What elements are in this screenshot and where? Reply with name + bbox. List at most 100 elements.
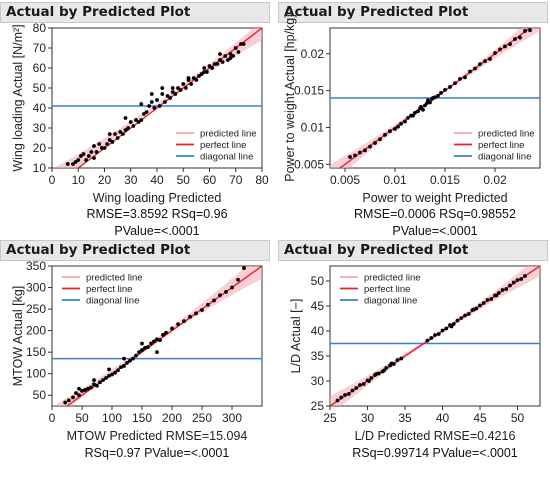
panel-header[interactable]: Actual by Predicted Plot	[278, 240, 548, 261]
x-tick-label: 200	[162, 411, 182, 425]
data-point	[120, 132, 125, 136]
data-point	[433, 95, 437, 100]
scatter-plot: 0 50 100 150 200 250 30050100150200250300350MT…	[11, 259, 263, 460]
data-point	[367, 379, 371, 383]
y-axis-label: L/D Actual [−]	[289, 299, 303, 374]
data-point	[443, 87, 447, 92]
data-point	[152, 106, 157, 110]
data-point	[485, 298, 490, 302]
y-tick-label: 70	[33, 41, 47, 55]
panel-title: Actual by Predicted Plot	[284, 4, 469, 20]
data-point	[74, 391, 78, 395]
data-point	[513, 37, 517, 41]
data-point	[413, 110, 417, 115]
y-axis-label: Wing loading Actual [N/m²]	[11, 24, 25, 171]
data-point	[353, 153, 357, 158]
data-point	[478, 62, 482, 67]
data-point	[483, 59, 487, 64]
data-point	[81, 152, 86, 156]
data-point	[168, 96, 173, 100]
x-tick-label: 40	[150, 173, 164, 187]
data-point	[110, 372, 114, 377]
data-point	[223, 54, 228, 58]
x-axis-label: L/D Predicted RMSE=0.4216	[355, 429, 516, 443]
data-point	[136, 120, 141, 124]
data-point	[230, 285, 234, 290]
data-point	[403, 119, 407, 124]
panel-title: Actual by Predicted Plot	[6, 242, 191, 258]
data-point	[188, 314, 192, 319]
data-point	[83, 388, 87, 392]
data-point	[528, 28, 532, 33]
data-point	[78, 154, 83, 158]
panel-header[interactable]: Actual by Predicted Plot	[0, 240, 270, 261]
data-point	[123, 128, 128, 132]
data-point	[157, 104, 162, 108]
data-point	[141, 112, 146, 116]
data-point	[448, 85, 452, 89]
data-point	[358, 383, 362, 387]
scatter-plot: 0.005 0.01 0.015 0.02 0.005 0.01 0.015 0.02 Powe…	[283, 14, 541, 238]
data-point	[139, 118, 144, 122]
data-point	[463, 313, 467, 318]
x-tick-label: 60	[203, 173, 217, 187]
data-point	[468, 69, 472, 74]
data-point	[144, 110, 149, 114]
data-point	[204, 70, 209, 74]
data-point	[92, 144, 96, 148]
data-point	[346, 392, 351, 396]
data-point	[182, 319, 186, 324]
x-tick-label: 0	[49, 173, 56, 187]
data-point	[95, 383, 99, 388]
data-point	[186, 76, 191, 80]
data-point	[451, 322, 456, 326]
x-axis-label: Power to weight Predicted	[362, 191, 507, 205]
data-point	[239, 42, 243, 46]
data-point	[143, 345, 147, 350]
data-point	[488, 57, 492, 61]
data-point	[225, 58, 230, 62]
data-point	[368, 144, 372, 149]
x-tick-label: 45	[473, 411, 487, 425]
data-point	[504, 287, 509, 291]
data-point	[220, 60, 225, 64]
fit-statistics: PValue=<.0001	[114, 224, 199, 238]
data-point	[458, 76, 462, 81]
x-axis-label: Wing loading Predicted	[93, 191, 222, 205]
legend-label: perfect line	[86, 284, 132, 295]
data-point	[71, 162, 75, 166]
x-tick-label: 0.005	[330, 173, 360, 187]
data-point	[241, 42, 246, 46]
panel-header[interactable]: Actual by Predicted Plot	[278, 2, 548, 23]
data-point	[459, 316, 464, 320]
y-tick-label: 10	[33, 161, 47, 175]
data-point	[389, 361, 394, 366]
data-point	[149, 341, 153, 346]
x-tick-label: 20	[98, 173, 112, 187]
data-point	[369, 376, 374, 380]
chart-panel-lift-to-drag: Actual by Predicted Plot 25 30 35 40 45 50 25 3…	[278, 240, 550, 478]
data-point	[473, 66, 477, 71]
data-point	[202, 70, 207, 74]
data-point	[439, 90, 443, 95]
data-point	[197, 74, 201, 78]
x-tick-label: 300	[222, 411, 242, 425]
data-point	[178, 88, 183, 92]
data-point	[146, 345, 150, 349]
data-point	[429, 336, 434, 340]
data-point	[80, 389, 84, 393]
data-point	[519, 277, 524, 281]
data-point	[363, 148, 367, 153]
data-point	[444, 326, 449, 331]
data-point	[218, 52, 222, 56]
data-point	[236, 50, 241, 54]
data-point	[496, 291, 501, 295]
data-point	[503, 44, 507, 49]
data-point	[425, 101, 429, 106]
data-point	[128, 358, 132, 363]
x-tick-label: 250	[192, 411, 212, 425]
data-point	[472, 307, 476, 312]
data-point	[113, 370, 117, 375]
panel-header[interactable]: Actual by Predicted Plot	[0, 2, 270, 23]
